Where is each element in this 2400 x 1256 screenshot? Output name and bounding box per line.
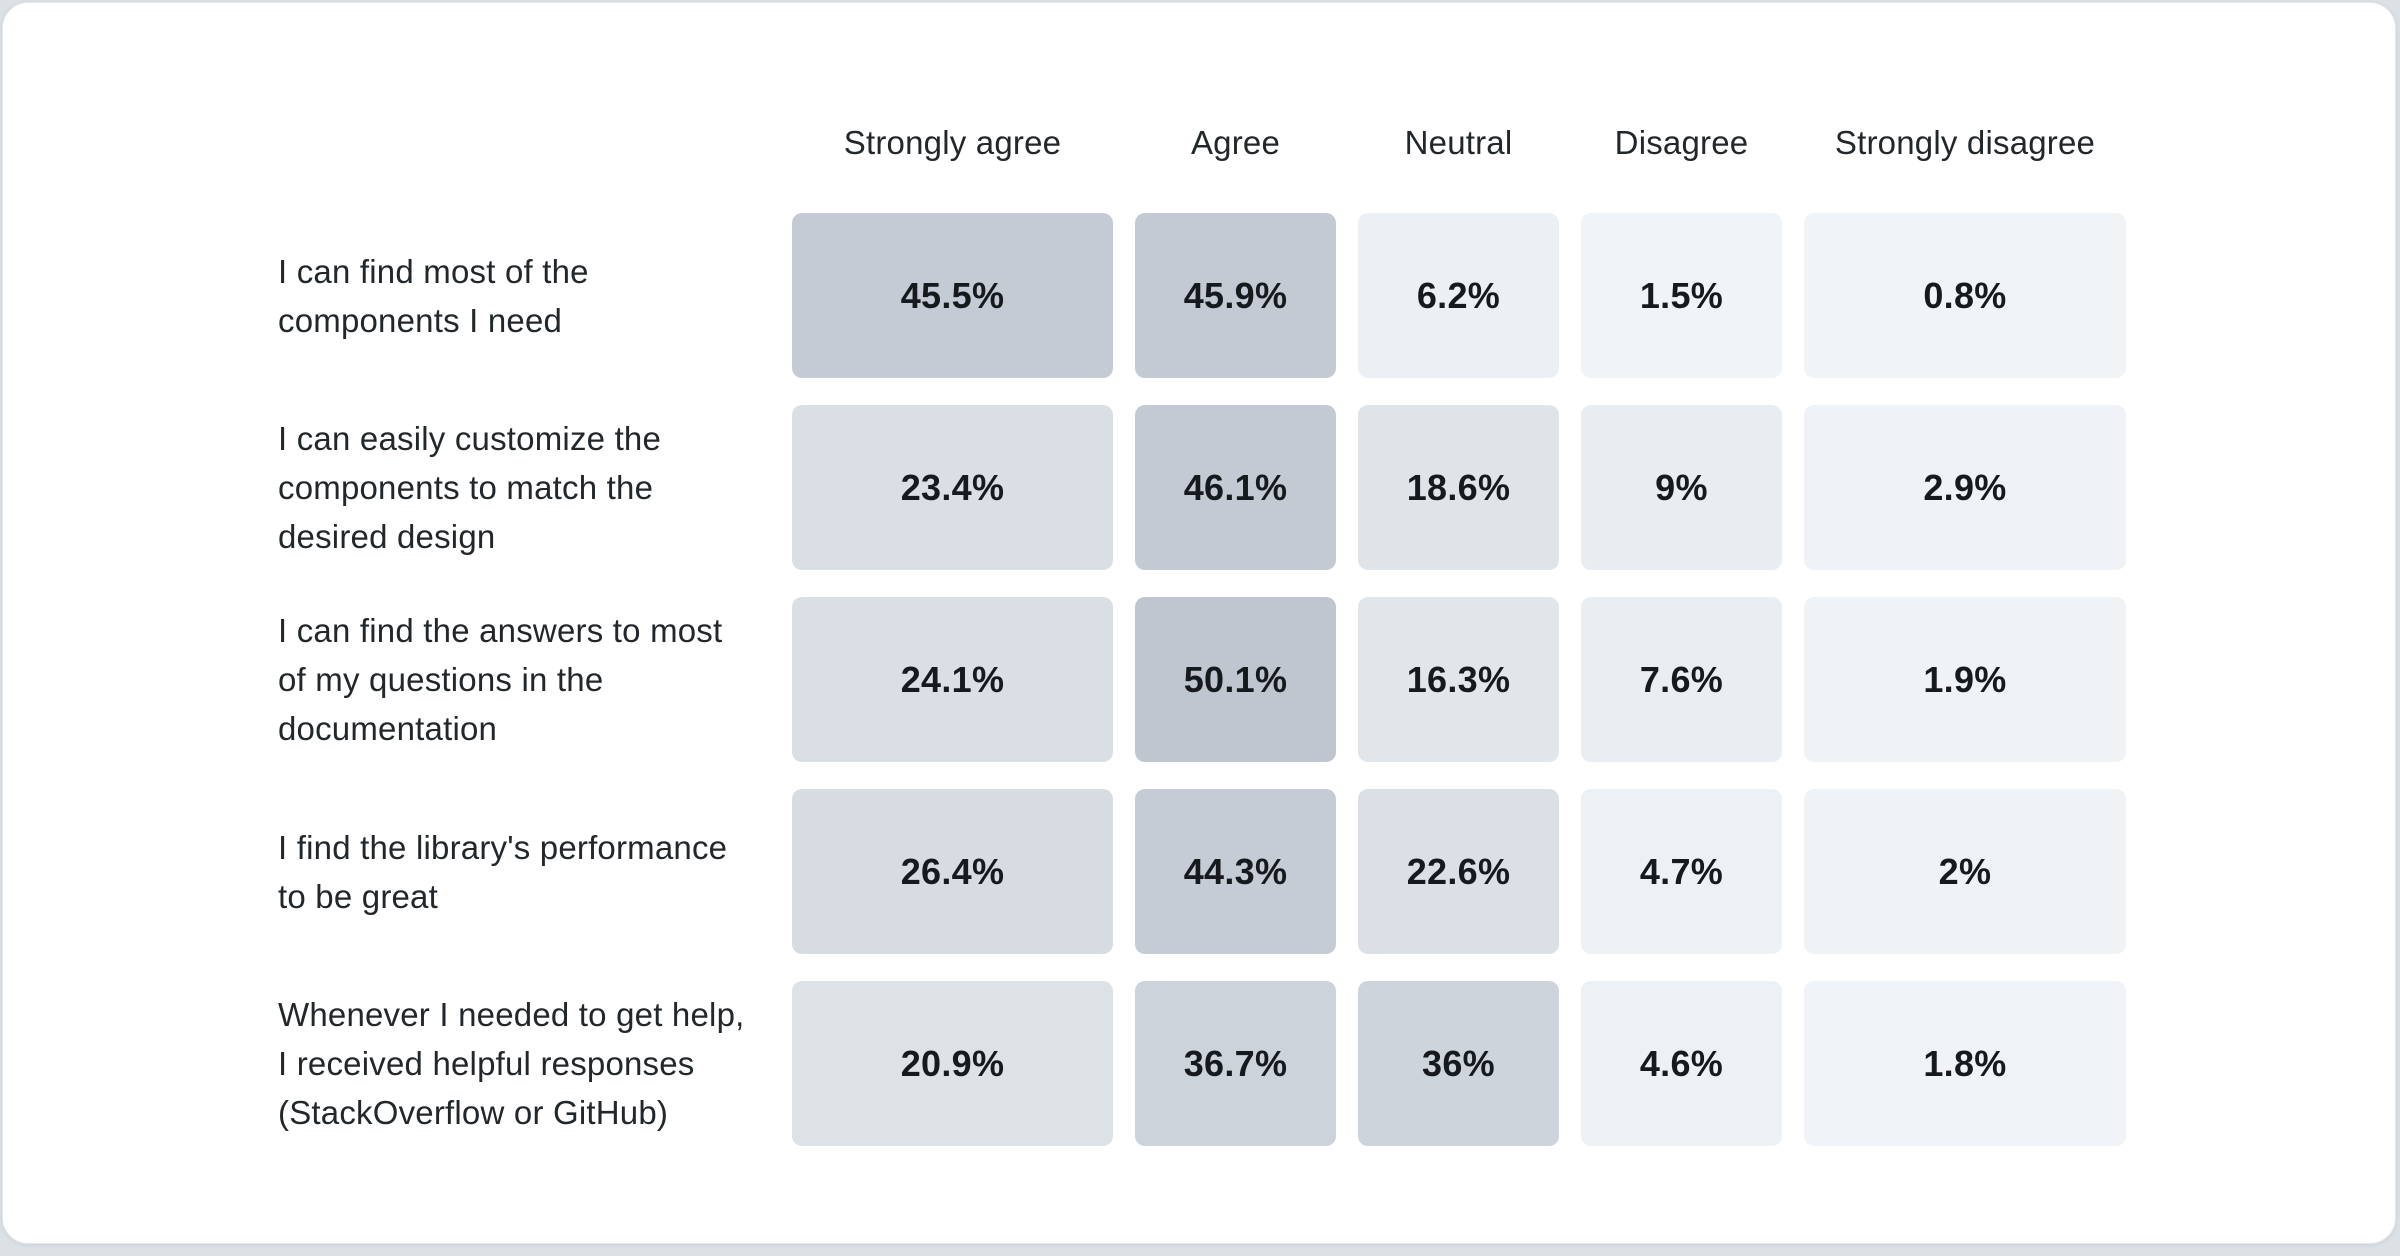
heat-cell: 1.8% xyxy=(1804,981,2126,1146)
survey-row: I can find most of the components I need… xyxy=(278,213,2126,378)
heat-cell: 9% xyxy=(1581,405,1782,570)
heat-cell: 23.4% xyxy=(792,405,1113,570)
row-label: I can easily customize the components to… xyxy=(278,420,662,555)
heat-cell: 4.6% xyxy=(1581,981,1782,1146)
survey-row: I can easily customize the components to… xyxy=(278,405,2126,570)
cell-value: 50.1% xyxy=(1183,658,1288,700)
cell-value: 7.6% xyxy=(1639,658,1724,700)
column-header-agree: Agree xyxy=(1190,124,1281,161)
cell-value: 6.2% xyxy=(1416,274,1501,316)
heat-cell: 22.6% xyxy=(1358,789,1559,954)
cell-value: 1.9% xyxy=(1923,658,2007,700)
cell-value: 26.4% xyxy=(900,850,1005,892)
cell-value: 2.9% xyxy=(1923,466,2007,508)
cell-value: 1.8% xyxy=(1923,1042,2007,1084)
column-header-neutral: Neutral xyxy=(1404,124,1513,161)
heat-cell: 45.5% xyxy=(792,213,1113,378)
cell-value: 36% xyxy=(1422,1042,1495,1084)
survey-row: Whenever I needed to get help, I receive… xyxy=(278,981,2126,1146)
heat-cell: 36% xyxy=(1358,981,1559,1146)
heat-cell: 36.7% xyxy=(1135,981,1336,1146)
cell-value: 4.7% xyxy=(1639,850,1724,892)
heat-cell: 44.3% xyxy=(1135,789,1336,954)
row-label: Whenever I needed to get help, I receive… xyxy=(278,996,745,1131)
heat-cell: 26.4% xyxy=(792,789,1113,954)
heat-cell: 16.3% xyxy=(1358,597,1559,762)
cell-value: 9% xyxy=(1655,466,1708,508)
cell-value: 23.4% xyxy=(900,466,1005,508)
row-label: I can find most of the components I need xyxy=(278,252,589,339)
cell-value: 24.1% xyxy=(900,658,1005,700)
cell-value: 2% xyxy=(1938,850,1992,892)
heat-cell: 6.2% xyxy=(1358,213,1559,378)
column-header-strongly-disagree: Strongly disagree xyxy=(1834,124,2096,161)
heat-cell: 20.9% xyxy=(792,981,1113,1146)
heat-cell: 18.6% xyxy=(1358,405,1559,570)
heat-cell: 2.9% xyxy=(1804,405,2126,570)
cell-value: 0.8% xyxy=(1923,274,2007,316)
survey-row: I find the library's performance to be g… xyxy=(278,789,2126,954)
heat-cell: 46.1% xyxy=(1135,405,1336,570)
cell-value: 22.6% xyxy=(1406,850,1511,892)
cell-value: 46.1% xyxy=(1183,466,1288,508)
survey-row: I can find the answers to most of my que… xyxy=(278,597,2126,762)
cell-value: 18.6% xyxy=(1406,466,1511,508)
heat-cell: 2% xyxy=(1804,789,2126,954)
heat-cell: 45.9% xyxy=(1135,213,1336,378)
heat-cell: 1.5% xyxy=(1581,213,1782,378)
heat-cell: 1.9% xyxy=(1804,597,2126,762)
heat-cell: 7.6% xyxy=(1581,597,1782,762)
cell-value: 20.9% xyxy=(900,1042,1005,1084)
column-header-strongly-agree: Strongly agree xyxy=(843,124,1062,161)
cell-value: 16.3% xyxy=(1406,658,1511,700)
cell-value: 36.7% xyxy=(1183,1042,1288,1084)
survey-heatmap: Strongly agree Agree Neutral Disagree Strong… xyxy=(278,3,2126,1173)
heat-cell: 24.1% xyxy=(792,597,1113,762)
cell-value: 4.6% xyxy=(1639,1042,1724,1084)
row-label: I find the library's performance to be g… xyxy=(278,828,728,915)
heat-cell: 0.8% xyxy=(1804,213,2126,378)
row-label: I can find the answers to most of my que… xyxy=(278,612,723,747)
cell-value: 1.5% xyxy=(1639,274,1724,316)
header-row: Strongly agree Agree Neutral Disagree Strong… xyxy=(278,111,2126,175)
cell-value: 44.3% xyxy=(1183,850,1288,892)
cell-value: 45.9% xyxy=(1183,274,1288,316)
heat-cell: 50.1% xyxy=(1135,597,1336,762)
cell-value: 45.5% xyxy=(900,274,1005,316)
heat-cell: 4.7% xyxy=(1581,789,1782,954)
column-header-disagree: Disagree xyxy=(1614,124,1749,161)
